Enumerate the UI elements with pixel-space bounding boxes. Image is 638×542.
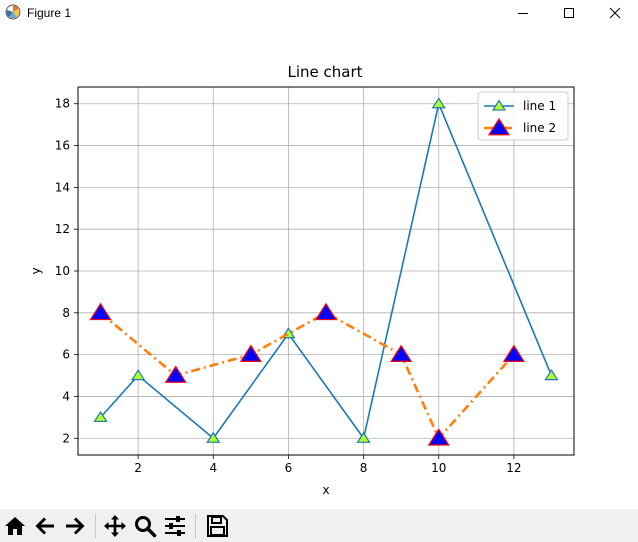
back-button[interactable]	[31, 512, 59, 540]
y-tick-label: 4	[62, 389, 70, 403]
series-line	[99, 311, 515, 440]
y-tick-label: 10	[55, 264, 70, 278]
magnifier-icon	[135, 516, 157, 538]
data-point-marker	[131, 369, 146, 381]
y-tick-label: 18	[55, 97, 70, 111]
home-icon	[5, 517, 25, 535]
arrow-left-icon	[35, 517, 54, 535]
matplotlib-logo-icon	[5, 4, 21, 20]
forward-button[interactable]	[61, 512, 89, 540]
y-tick-label: 14	[55, 180, 70, 194]
data-point-marker	[93, 410, 108, 423]
data-point-marker	[89, 302, 112, 321]
maximize-button[interactable]	[546, 0, 592, 26]
close-button[interactable]	[592, 0, 638, 26]
axis-ticks: 2 4 6 8 10 12 2 4 6 8 10 12 14 16 18	[55, 97, 522, 475]
minimize-icon	[518, 13, 528, 14]
data-point-marker	[206, 431, 221, 443]
x-tick-label: 4	[209, 461, 217, 475]
x-tick-label: 10	[431, 461, 446, 475]
toolbar-separator	[195, 514, 196, 538]
data-point-marker	[427, 428, 450, 446]
home-button[interactable]	[1, 512, 29, 540]
line-chart: Line chart 2 4 6 8 10 12 2 4 6 8 10 12 14 16 18 x y li…	[29, 63, 575, 497]
series-2	[89, 302, 525, 446]
x-tick-label: 8	[360, 461, 368, 475]
zoom-button[interactable]	[131, 512, 159, 540]
data-point-marker	[314, 302, 338, 321]
legend-marker	[487, 117, 511, 136]
x-tick-label: 2	[134, 461, 142, 475]
subplots-button[interactable]	[161, 512, 189, 540]
data-point-marker	[239, 344, 262, 362]
grid-lines	[78, 87, 574, 455]
chart-title: Line chart	[287, 63, 362, 81]
x-tick-label: 6	[285, 461, 293, 475]
data-point-marker	[390, 344, 413, 362]
x-axis-label: x	[322, 483, 329, 497]
y-tick-label: 6	[62, 348, 70, 362]
data-point-marker	[431, 97, 446, 109]
data-point-marker	[544, 369, 559, 381]
minimize-button[interactable]	[500, 0, 546, 26]
y-tick-label: 2	[62, 431, 70, 445]
legend-label: line 2	[523, 121, 556, 135]
legend-marker	[491, 99, 507, 111]
pan-button[interactable]	[101, 512, 129, 540]
legend-label: line 1	[523, 99, 556, 113]
x-tick-label: 12	[506, 461, 521, 475]
y-axis-label: y	[29, 267, 43, 274]
save-button[interactable]	[203, 512, 231, 540]
y-tick-label: 12	[55, 222, 70, 236]
move-icon	[104, 515, 126, 537]
data-point-marker	[502, 344, 525, 362]
legend: line 1 line 2	[477, 91, 569, 141]
y-tick-label: 16	[55, 139, 70, 153]
arrow-right-icon	[66, 517, 85, 535]
data-point-marker	[164, 365, 187, 383]
y-tick-label: 8	[62, 306, 70, 320]
sliders-icon	[165, 516, 185, 536]
toolbar-separator	[95, 514, 96, 538]
floppy-disk-icon	[207, 515, 228, 537]
series-layer	[89, 97, 559, 446]
maximize-icon	[564, 8, 574, 18]
data-point-marker	[356, 431, 371, 443]
close-icon	[609, 7, 621, 19]
title-bar: Figure 1	[0, 0, 638, 26]
navigation-toolbar	[0, 509, 638, 542]
window-title: Figure 1	[27, 6, 72, 20]
series-1	[93, 97, 559, 443]
